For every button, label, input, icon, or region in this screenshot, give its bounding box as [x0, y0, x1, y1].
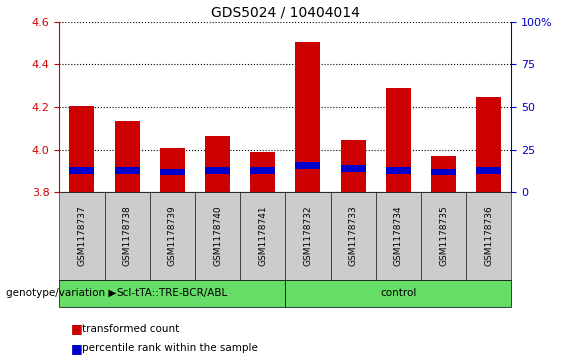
Bar: [431, 168, 456, 175]
Title: GDS5024 / 10404014: GDS5024 / 10404014: [211, 5, 360, 19]
Bar: [476, 167, 501, 174]
Bar: [205, 167, 230, 174]
Bar: [115, 167, 140, 174]
Bar: [160, 148, 185, 192]
Text: GSM1178735: GSM1178735: [439, 205, 448, 266]
Bar: [341, 165, 366, 172]
Text: transformed count: transformed count: [82, 323, 179, 334]
Bar: [69, 106, 94, 192]
Bar: [386, 167, 411, 174]
Text: GSM1178740: GSM1178740: [213, 205, 222, 266]
Text: genotype/variation ▶: genotype/variation ▶: [6, 288, 116, 298]
Bar: [295, 162, 320, 168]
Text: ■: ■: [71, 322, 82, 335]
Bar: [115, 121, 140, 192]
Text: GSM1178733: GSM1178733: [349, 205, 358, 266]
Text: GSM1178732: GSM1178732: [303, 205, 312, 266]
Text: GSM1178738: GSM1178738: [123, 205, 132, 266]
Bar: [386, 88, 411, 192]
Text: Scl-tTA::TRE-BCR/ABL: Scl-tTA::TRE-BCR/ABL: [117, 288, 228, 298]
Bar: [205, 136, 230, 192]
Text: GSM1178734: GSM1178734: [394, 205, 403, 266]
Bar: [295, 42, 320, 192]
Bar: [160, 168, 185, 175]
Bar: [341, 140, 366, 192]
Text: GSM1178739: GSM1178739: [168, 205, 177, 266]
Bar: [250, 152, 275, 192]
Text: GSM1178737: GSM1178737: [77, 205, 86, 266]
Bar: [476, 98, 501, 192]
Bar: [250, 167, 275, 174]
Text: ■: ■: [71, 342, 82, 355]
Text: GSM1178736: GSM1178736: [484, 205, 493, 266]
Text: control: control: [380, 288, 416, 298]
Text: GSM1178741: GSM1178741: [258, 205, 267, 266]
Text: percentile rank within the sample: percentile rank within the sample: [82, 343, 258, 354]
Bar: [69, 167, 94, 174]
Bar: [431, 156, 456, 192]
